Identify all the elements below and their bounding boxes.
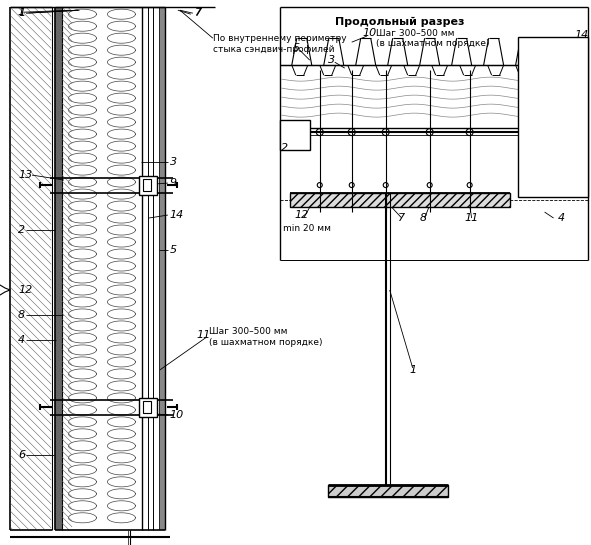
Bar bbox=[55, 7, 62, 530]
Text: 7: 7 bbox=[195, 7, 202, 17]
Text: (в шахматном порядке): (в шахматном порядке) bbox=[209, 338, 322, 348]
Text: 2: 2 bbox=[18, 225, 25, 235]
Text: (в шахматном порядке): (в шахматном порядке) bbox=[376, 39, 489, 47]
Text: 1: 1 bbox=[17, 7, 24, 17]
Bar bbox=[143, 401, 151, 413]
Text: 3: 3 bbox=[170, 157, 177, 167]
Text: 11: 11 bbox=[465, 213, 479, 223]
Text: 6: 6 bbox=[18, 450, 25, 460]
Text: 8: 8 bbox=[18, 310, 25, 320]
Text: 9: 9 bbox=[170, 178, 177, 188]
Text: стыка сэндвич-профилей: стыка сэндвич-профилей bbox=[213, 45, 335, 53]
Bar bbox=[139, 398, 157, 417]
Bar bbox=[55, 7, 165, 530]
Text: 14: 14 bbox=[170, 210, 184, 220]
Text: По внутреннему периметру: По внутреннему периметру bbox=[213, 34, 346, 43]
Text: 1: 1 bbox=[410, 365, 417, 375]
Text: 13: 13 bbox=[18, 170, 33, 180]
Bar bbox=[142, 7, 165, 530]
Text: 14: 14 bbox=[574, 30, 589, 40]
Text: min 20 мм: min 20 мм bbox=[282, 223, 331, 233]
Text: 1: 1 bbox=[18, 8, 25, 18]
Text: Шаг 300–500 мм: Шаг 300–500 мм bbox=[209, 328, 287, 336]
Text: 7: 7 bbox=[398, 213, 405, 223]
Text: 4: 4 bbox=[557, 213, 564, 223]
Bar bbox=[143, 179, 151, 191]
Bar bbox=[280, 120, 310, 150]
Bar bbox=[280, 75, 587, 128]
Text: Продольный разрез: Продольный разрез bbox=[335, 17, 465, 27]
Text: 12: 12 bbox=[18, 285, 33, 295]
Bar bbox=[160, 7, 165, 530]
Text: 8: 8 bbox=[420, 213, 427, 223]
Text: 4: 4 bbox=[18, 335, 25, 345]
Bar bbox=[139, 176, 157, 195]
Text: 12: 12 bbox=[295, 210, 309, 220]
Text: 11: 11 bbox=[197, 330, 211, 340]
Text: 10: 10 bbox=[363, 28, 377, 38]
Text: 5: 5 bbox=[293, 43, 300, 53]
Text: 3: 3 bbox=[328, 55, 335, 65]
Bar bbox=[518, 37, 587, 197]
Text: 5: 5 bbox=[170, 245, 177, 255]
Bar bbox=[290, 193, 509, 207]
Text: 2: 2 bbox=[281, 143, 288, 153]
Text: 7: 7 bbox=[195, 8, 202, 18]
Text: Шаг 300–500 мм: Шаг 300–500 мм bbox=[376, 29, 454, 38]
Bar bbox=[328, 485, 447, 497]
Bar bbox=[10, 7, 52, 530]
Text: 10: 10 bbox=[170, 410, 184, 420]
